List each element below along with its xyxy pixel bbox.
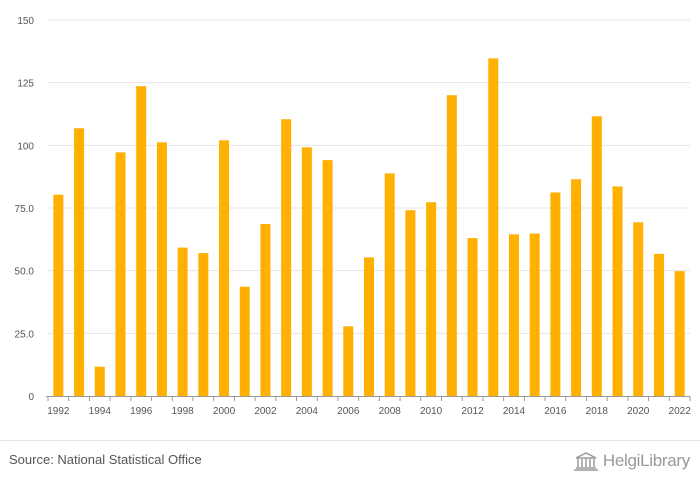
bar <box>239 286 250 396</box>
y-tick-label: 50.0 <box>15 267 35 278</box>
x-tick-label: 2004 <box>296 406 319 417</box>
y-tick-label: 25.0 <box>15 329 35 340</box>
x-tick-label: 2016 <box>544 406 567 417</box>
x-tick-label: 2022 <box>669 406 692 417</box>
y-tick-label: 75.0 <box>15 204 35 215</box>
bar <box>446 95 457 396</box>
bar <box>550 192 561 396</box>
bar <box>343 326 354 396</box>
bar <box>529 233 540 396</box>
bar <box>74 128 85 396</box>
x-tick-label: 2008 <box>379 406 402 417</box>
y-tick-label: 100 <box>17 141 34 152</box>
bar <box>364 257 374 396</box>
x-tick-label: 1992 <box>47 406 70 417</box>
bar <box>94 366 105 396</box>
bar <box>281 119 292 396</box>
bar <box>405 210 416 396</box>
x-tick-label: 1994 <box>89 406 112 417</box>
bar <box>156 142 167 396</box>
x-tick-label: 2006 <box>337 406 360 417</box>
bar <box>136 86 147 397</box>
x-tick-label: 2014 <box>503 406 526 417</box>
x-tick-label: 2018 <box>586 406 609 417</box>
bar <box>53 194 64 396</box>
helgi-library-logo[interactable]: HelgiLibrary <box>573 449 690 473</box>
bar <box>301 147 312 396</box>
bar <box>633 222 644 396</box>
bar <box>591 116 602 397</box>
x-tick-label: 1996 <box>130 406 153 417</box>
footer: Source: National Statistical Office Helg… <box>0 440 700 483</box>
bar <box>198 253 209 396</box>
x-tick-label: 2020 <box>627 406 650 417</box>
bar <box>426 202 437 396</box>
bar <box>384 173 395 396</box>
bar <box>508 234 519 396</box>
bar <box>653 253 664 396</box>
logo-text: HelgiLibrary <box>602 451 690 470</box>
bar <box>571 179 582 396</box>
bar <box>219 140 230 396</box>
x-tick-label: 2000 <box>213 406 236 417</box>
bar <box>260 224 271 396</box>
bar <box>488 58 499 397</box>
x-tick-label: 2002 <box>254 406 277 417</box>
bar-chart: 0 25.0 50.0 75.0 100 125 150 1992 1994 1996 1998 20… <box>15 16 692 417</box>
library-building-icon <box>573 452 598 471</box>
x-tick-label: 2012 <box>461 406 484 417</box>
source-note: Source: National Statistical Office <box>9 452 202 467</box>
y-tick-label: 150 <box>17 16 34 27</box>
bar <box>177 247 188 396</box>
bar <box>322 160 333 396</box>
bar <box>467 238 478 396</box>
bar <box>674 271 685 396</box>
bar <box>115 152 126 396</box>
x-tick-label: 1998 <box>171 406 194 417</box>
y-tick-label: 125 <box>17 79 34 90</box>
y-tick-label: 0 <box>28 392 34 403</box>
x-tick-label: 2010 <box>420 406 443 417</box>
bar <box>612 186 623 396</box>
